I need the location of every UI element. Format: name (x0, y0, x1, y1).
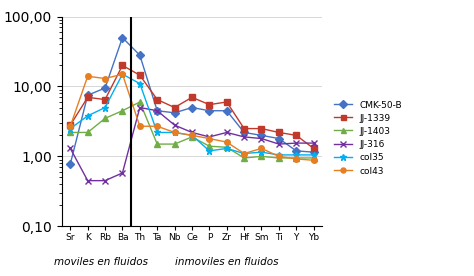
JJ-1403 (241, 156, 247, 160)
JJ-316 (293, 141, 299, 145)
col43 (172, 131, 177, 134)
Line: CMK-50-B: CMK-50-B (67, 35, 317, 167)
col43 (189, 134, 195, 137)
col43 (311, 159, 317, 162)
Line: JJ-1403: JJ-1403 (67, 99, 317, 161)
col43 (293, 157, 299, 161)
Text: inmoviles en fluidos: inmoviles en fluidos (175, 257, 279, 267)
Line: JJ-1339: JJ-1339 (67, 63, 317, 151)
col35 (137, 82, 143, 85)
CMK-50-B (311, 150, 317, 154)
JJ-1403 (172, 142, 177, 146)
JJ-1339 (67, 123, 73, 127)
JJ-1403 (102, 117, 108, 120)
JJ-1339 (276, 131, 282, 134)
JJ-1403 (224, 146, 229, 149)
Line: col35: col35 (67, 71, 317, 158)
CMK-50-B (137, 54, 143, 57)
JJ-316 (224, 131, 229, 134)
JJ-316 (241, 135, 247, 139)
Legend: CMK-50-B, JJ-1339, JJ-1403, JJ-316, col35, col43: CMK-50-B, JJ-1339, JJ-1403, JJ-316, col3… (334, 100, 402, 176)
JJ-1339 (224, 100, 229, 104)
col35 (224, 147, 229, 150)
JJ-316 (155, 109, 160, 112)
col35 (276, 153, 282, 156)
col43 (259, 147, 264, 150)
JJ-1403 (259, 155, 264, 158)
JJ-1403 (85, 131, 91, 134)
JJ-1339 (102, 98, 108, 101)
JJ-316 (67, 147, 73, 150)
CMK-50-B (155, 109, 160, 112)
CMK-50-B (67, 162, 73, 166)
JJ-1403 (155, 142, 160, 146)
col35 (102, 106, 108, 109)
JJ-316 (172, 123, 177, 127)
col43 (102, 77, 108, 80)
col43 (155, 124, 160, 128)
col35 (119, 73, 125, 76)
JJ-1403 (67, 131, 73, 134)
CMK-50-B (85, 94, 91, 97)
CMK-50-B (102, 86, 108, 90)
Line: JJ-316: JJ-316 (67, 104, 317, 184)
col43 (85, 75, 91, 78)
CMK-50-B (241, 131, 247, 134)
Text: moviles en fluidos: moviles en fluidos (54, 257, 148, 267)
JJ-1339 (172, 106, 177, 109)
col43 (67, 124, 73, 128)
JJ-316 (119, 171, 125, 175)
JJ-316 (276, 142, 282, 146)
JJ-316 (207, 135, 212, 139)
JJ-1339 (207, 103, 212, 106)
JJ-316 (102, 179, 108, 182)
JJ-316 (311, 141, 317, 145)
JJ-1403 (276, 156, 282, 160)
JJ-316 (259, 137, 264, 140)
col35 (85, 114, 91, 118)
JJ-316 (189, 131, 195, 134)
col43 (137, 124, 143, 128)
JJ-1339 (85, 96, 91, 99)
CMK-50-B (224, 109, 229, 112)
col35 (207, 149, 212, 153)
JJ-1339 (155, 98, 160, 101)
JJ-1339 (189, 96, 195, 99)
CMK-50-B (207, 109, 212, 112)
col35 (67, 127, 73, 130)
JJ-1339 (119, 64, 125, 67)
JJ-1403 (311, 156, 317, 160)
JJ-1403 (207, 145, 212, 148)
JJ-316 (85, 179, 91, 182)
col43 (207, 137, 212, 140)
CMK-50-B (189, 106, 195, 109)
col35 (311, 153, 317, 156)
col35 (189, 134, 195, 137)
CMK-50-B (259, 134, 264, 137)
Line: col43: col43 (67, 71, 317, 163)
col35 (293, 153, 299, 156)
JJ-1339 (293, 134, 299, 137)
col35 (172, 131, 177, 134)
JJ-1339 (137, 73, 143, 77)
col43 (276, 155, 282, 158)
JJ-1339 (259, 127, 264, 130)
JJ-1403 (119, 109, 125, 112)
CMK-50-B (276, 137, 282, 140)
col43 (119, 73, 125, 76)
CMK-50-B (172, 111, 177, 115)
JJ-1403 (189, 135, 195, 139)
col43 (224, 140, 229, 144)
JJ-1403 (137, 100, 143, 104)
col35 (241, 152, 247, 155)
CMK-50-B (293, 149, 299, 153)
col43 (241, 152, 247, 155)
JJ-1339 (311, 147, 317, 150)
JJ-1339 (241, 127, 247, 130)
JJ-1403 (293, 156, 299, 160)
CMK-50-B (119, 36, 125, 39)
col35 (259, 150, 264, 154)
JJ-316 (137, 106, 143, 109)
col35 (155, 131, 160, 134)
